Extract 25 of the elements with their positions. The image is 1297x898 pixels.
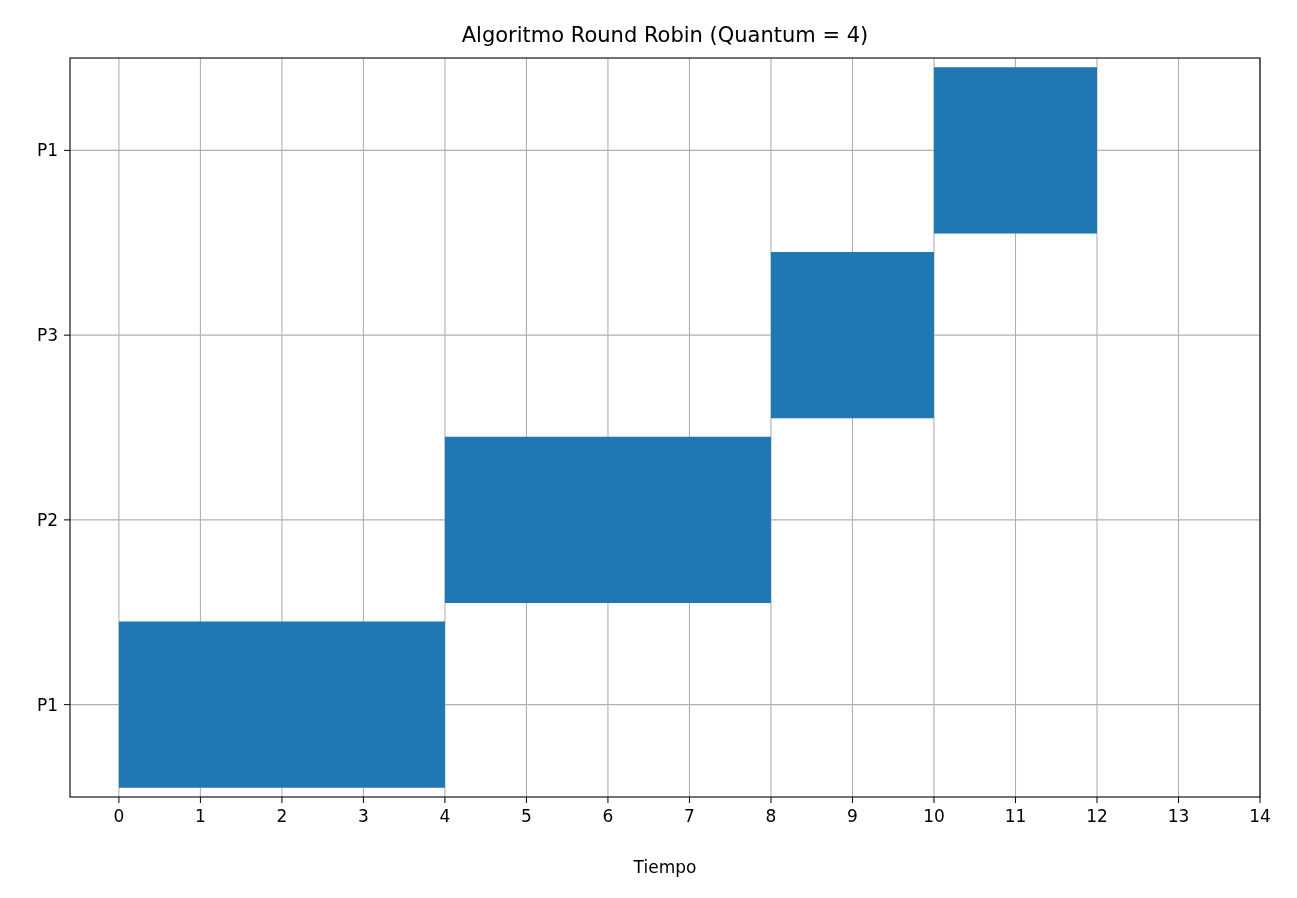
x-tick-label: 1 [195,806,206,826]
chart-title: Algoritmo Round Robin (Quantum = 4) [461,23,869,47]
x-tick-label: 2 [276,806,288,826]
y-tick-label: P3 [36,325,58,346]
x-tick-label: 4 [439,806,451,826]
x-tick-label: 9 [847,806,858,826]
bar [770,251,934,419]
x-tick-label: 13 [1167,806,1190,826]
bar [444,436,771,604]
x-tick-label: 14 [1249,806,1271,826]
bar [933,67,1097,234]
x-tick-label: 6 [602,806,614,826]
x-tick-label: 10 [923,806,945,826]
x-tick-label: 5 [521,806,532,826]
x-tick-label: 8 [765,806,777,826]
y-tick-label: P2 [36,509,58,530]
x-tick-label: 12 [1086,806,1108,826]
x-axis-title: Tiempo [632,857,697,877]
x-tick-label: 0 [113,806,125,826]
y-tick-label: P1 [36,140,58,161]
x-tick-label: 7 [684,806,695,826]
y-tick-label: P1 [36,694,58,715]
x-tick-label: 11 [1004,806,1027,826]
x-tick-label: 3 [358,806,369,826]
bar [118,621,445,788]
